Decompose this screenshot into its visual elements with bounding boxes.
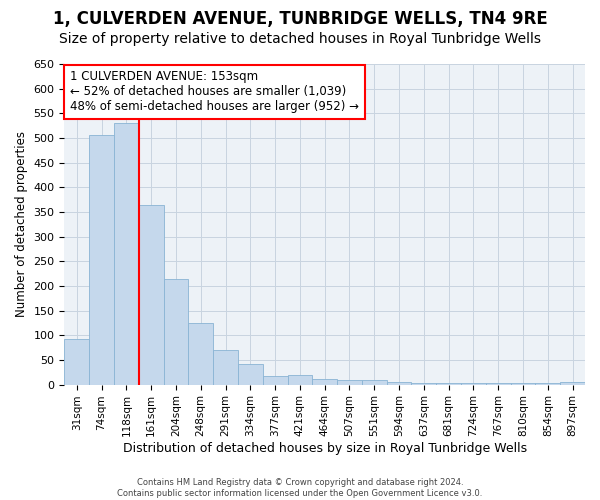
Text: Contains HM Land Registry data © Crown copyright and database right 2024.
Contai: Contains HM Land Registry data © Crown c…	[118, 478, 482, 498]
Bar	[511, 382, 535, 384]
Bar	[436, 382, 461, 384]
Y-axis label: Number of detached properties: Number of detached properties	[15, 132, 28, 318]
Bar	[139, 204, 164, 384]
Bar	[560, 382, 585, 384]
Bar	[386, 382, 412, 384]
Text: 1 CULVERDEN AVENUE: 153sqm
← 52% of detached houses are smaller (1,039)
48% of s: 1 CULVERDEN AVENUE: 153sqm ← 52% of deta…	[70, 70, 359, 114]
Bar	[535, 383, 560, 384]
Bar	[313, 378, 337, 384]
Bar	[164, 278, 188, 384]
Bar	[461, 382, 486, 384]
Bar	[337, 380, 362, 384]
Bar	[238, 364, 263, 384]
X-axis label: Distribution of detached houses by size in Royal Tunbridge Wells: Distribution of detached houses by size …	[122, 442, 527, 455]
Bar	[89, 134, 114, 384]
Bar	[287, 374, 313, 384]
Bar	[213, 350, 238, 384]
Bar	[486, 383, 511, 384]
Bar	[263, 376, 287, 384]
Bar	[114, 123, 139, 384]
Bar	[188, 323, 213, 384]
Bar	[362, 380, 386, 384]
Text: 1, CULVERDEN AVENUE, TUNBRIDGE WELLS, TN4 9RE: 1, CULVERDEN AVENUE, TUNBRIDGE WELLS, TN…	[53, 10, 547, 28]
Text: Size of property relative to detached houses in Royal Tunbridge Wells: Size of property relative to detached ho…	[59, 32, 541, 46]
Bar	[412, 382, 436, 384]
Bar	[64, 339, 89, 384]
